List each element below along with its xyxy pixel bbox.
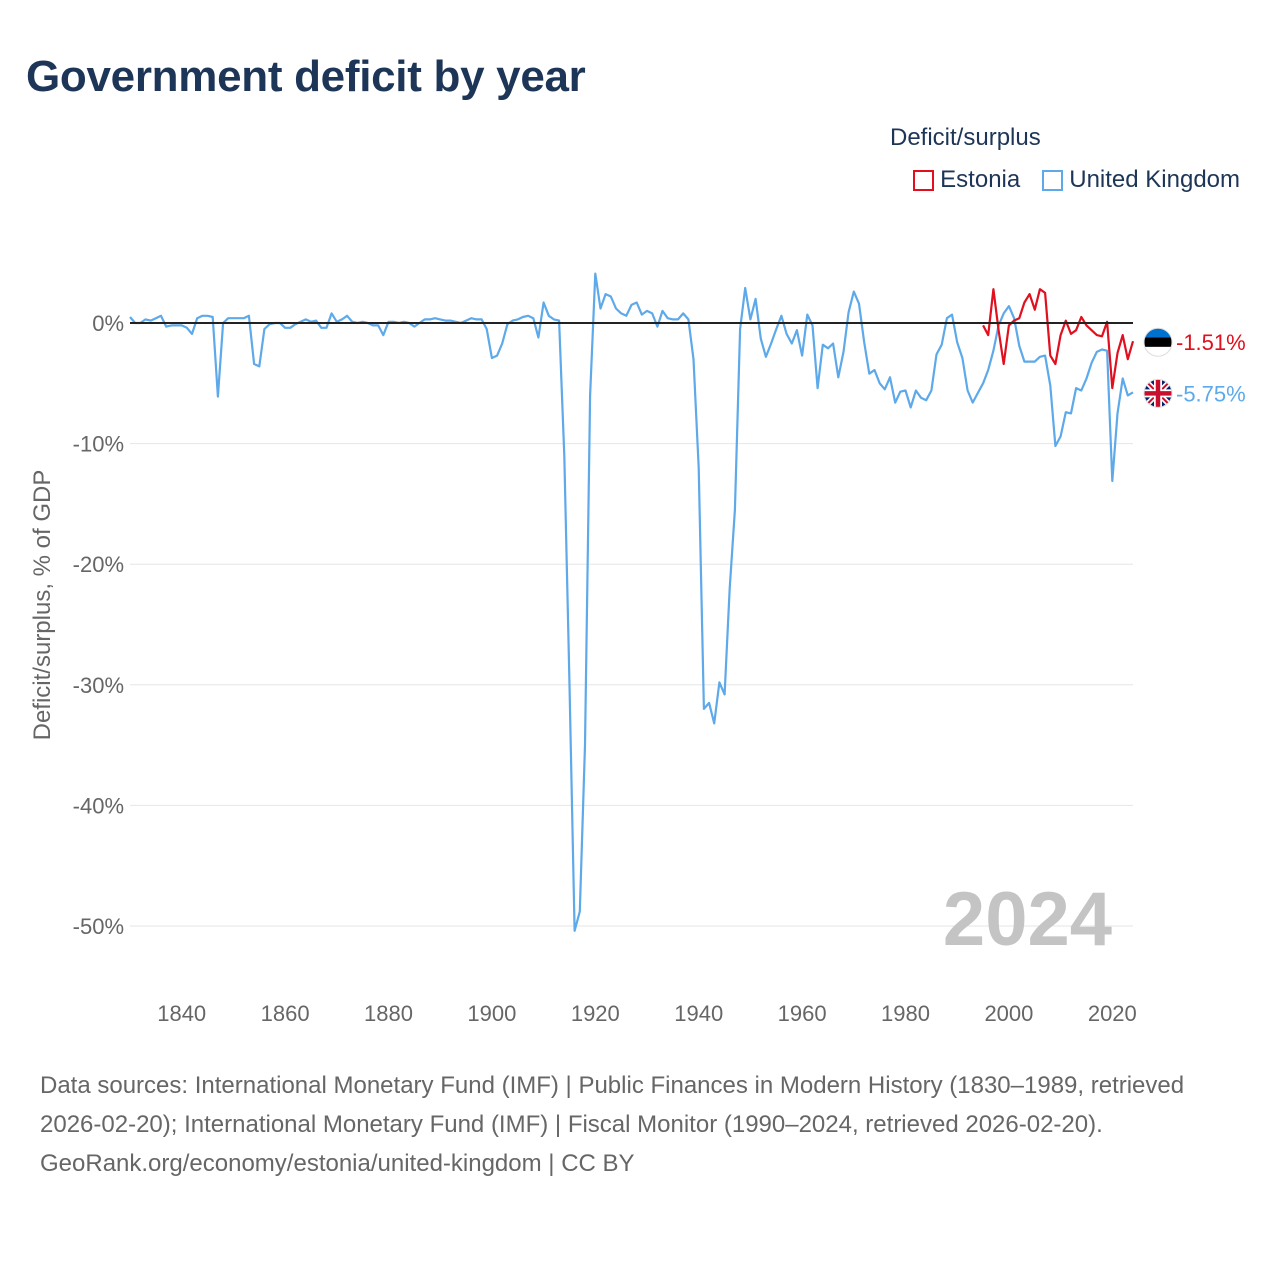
- legend-title: Deficit/surplus: [890, 124, 1041, 151]
- y-tick-label: -10%: [73, 432, 124, 457]
- legend-label-estonia: Estonia: [940, 166, 1021, 193]
- x-axis-ticks: 1840 1860 1880 1900 1920 1940 1960 1980 2000 2020: [157, 1001, 1137, 1026]
- credit-link[interactable]: GeoRank.org/economy/estonia/united-kingd…: [40, 1150, 635, 1177]
- x-tick-label: 2000: [984, 1001, 1033, 1026]
- y-tick-label: -30%: [73, 673, 124, 698]
- legend-swatch-estonia: [913, 169, 935, 191]
- x-tick-label: 1960: [778, 1001, 827, 1026]
- line-chart: 0%-10%-20%-30%-40%-50% 1840 1860 1880 1900 1…: [29, 272, 1246, 1026]
- year-watermark: 2024: [943, 877, 1112, 962]
- x-tick-label: 1940: [674, 1001, 723, 1026]
- series-line-united-kingdom[interactable]: [129, 272, 1134, 932]
- y-tick-label: 0%: [92, 311, 124, 336]
- series-lines: [129, 272, 1135, 932]
- x-tick-label: 1900: [467, 1001, 516, 1026]
- x-tick-label: 1860: [261, 1001, 310, 1026]
- chart-title: Government deficit by year: [26, 52, 586, 101]
- x-tick-label: 1880: [364, 1001, 413, 1026]
- end-label-united-kingdom: -5.75%: [1176, 381, 1246, 406]
- series-line-estonia[interactable]: [982, 288, 1135, 390]
- x-tick-label: 1840: [157, 1001, 206, 1026]
- legend: Deficit/surplus Estonia United Kingdom: [880, 124, 1240, 194]
- data-sources: Data sources: International Monetary Fun…: [40, 1072, 1185, 1138]
- grid-lines: [130, 443, 1133, 927]
- y-tick-label: -40%: [73, 793, 124, 818]
- y-tick-label: -50%: [73, 914, 124, 939]
- legend-item-united-kingdom[interactable]: United Kingdom: [1042, 166, 1240, 194]
- flag-united-kingdom-icon: [1143, 378, 1173, 408]
- x-tick-label: 1920: [571, 1001, 620, 1026]
- legend-swatch-united-kingdom: [1042, 169, 1064, 191]
- y-axis-ticks: 0% -10% -20% -30% -40% -50%: [73, 311, 124, 939]
- footer: Data sources: International Monetary Fun…: [40, 1066, 1240, 1183]
- y-tick-label: -20%: [73, 552, 124, 577]
- flag-estonia-icon: [1143, 327, 1173, 357]
- legend-item-estonia[interactable]: Estonia: [913, 166, 1020, 194]
- x-tick-label: 2020: [1088, 1001, 1137, 1026]
- y-axis-label: Deficit/surplus, % of GDP: [29, 470, 56, 741]
- legend-label-united-kingdom: United Kingdom: [1069, 166, 1240, 193]
- end-label-estonia: -1.51%: [1176, 330, 1246, 355]
- x-tick-label: 1980: [881, 1001, 930, 1026]
- end-labels: -5.75% -1.51%: [1143, 327, 1246, 408]
